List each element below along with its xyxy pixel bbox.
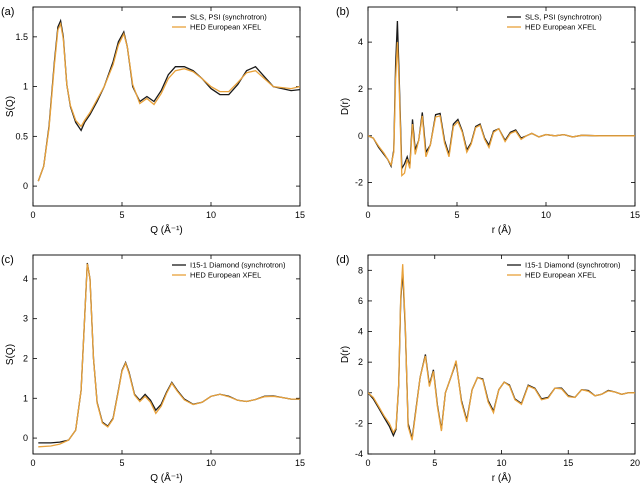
y-tick-label: 1 (23, 393, 28, 403)
y-tick-label: -2 (355, 418, 363, 428)
y-tick-label: 4 (358, 327, 363, 337)
y-tick-label: 1 (23, 82, 28, 92)
x-axis-title: Q (Å⁻¹) (150, 471, 183, 483)
y-tick-label: 0 (358, 131, 363, 141)
chart-panel: 0 5 10 15 20 -4 -2 0 2 4 6 8 r (Å) D(r) (d) I15-1 Diamo… (336, 254, 640, 483)
plot-frame (32, 254, 301, 455)
x-tick-label: 0 (365, 458, 370, 468)
panel-label: (b) (336, 6, 349, 18)
y-tick-label: 0 (23, 181, 28, 191)
x-tick-label: 0 (30, 458, 35, 468)
x-tick-label: 0 (30, 210, 35, 220)
panel-label: (c) (1, 254, 14, 266)
y-tick-label: -2 (355, 178, 363, 188)
panel-label: (d) (336, 254, 349, 266)
x-tick-label: 5 (432, 458, 437, 468)
plot-frame (367, 6, 636, 207)
y-tick-label: 0 (23, 433, 28, 443)
y-tick-label: 4 (358, 37, 363, 47)
x-tick-label: 5 (119, 458, 124, 468)
x-axis-title: r (Å) (492, 223, 511, 236)
chart-panel: 0 5 10 15 0 0.5 1 1.5 Q (Å⁻¹) S(Q) (a) SLS, PSI (sy… (1, 6, 305, 236)
x-axis-title: Q (Å⁻¹) (150, 223, 183, 236)
y-tick-label: 6 (358, 296, 363, 306)
chart-panel: 0 5 10 15 -2 0 2 4 r (Å) D(r) (b) SLS, PSI (synchro… (336, 6, 640, 236)
x-tick-label: 10 (496, 458, 506, 468)
y-axis-title: D(r) (340, 98, 351, 115)
legend-label: HED European XFEL (525, 23, 596, 32)
x-tick-label: 15 (630, 210, 640, 220)
y-tick-label: 4 (23, 274, 28, 284)
x-tick-label: 15 (563, 458, 573, 468)
y-tick-label: 2 (358, 84, 363, 94)
legend-label: I15-1 Diamond (synchrotron) (525, 261, 621, 270)
x-tick-label: 5 (454, 210, 459, 220)
y-axis-title: D(r) (340, 346, 351, 363)
y-tick-label: 8 (358, 265, 363, 275)
y-axis-title: S(Q) (5, 344, 16, 365)
series-line (368, 42, 635, 178)
x-axis-title: r (Å) (492, 471, 511, 483)
legend-label: SLS, PSI (synchrotron) (525, 13, 602, 22)
series-line (37, 21, 300, 182)
y-tick-label: 0.5 (15, 131, 28, 141)
legend-label: HED European XFEL (190, 271, 261, 280)
series-line (37, 18, 300, 182)
y-tick-label: 2 (358, 357, 363, 367)
panel-label: (a) (1, 6, 14, 18)
x-tick-label: 10 (206, 210, 216, 220)
y-tick-label: 0 (358, 388, 363, 398)
x-tick-label: 10 (206, 458, 216, 468)
legend-label: SLS, PSI (synchrotron) (190, 13, 267, 22)
x-tick-label: 0 (365, 210, 370, 220)
series-line (368, 20, 635, 171)
x-tick-label: 10 (541, 210, 551, 220)
x-tick-label: 5 (119, 210, 124, 220)
x-tick-label: 20 (630, 458, 640, 468)
chart-panel: 0 5 10 15 0 1 2 3 4 Q (Å⁻¹) S(Q) (c) I15-1 Diamond (… (1, 254, 305, 483)
series-line (38, 263, 300, 448)
legend-label: HED European XFEL (525, 271, 596, 280)
series-line (368, 264, 635, 441)
y-tick-label: 1.5 (15, 32, 28, 42)
y-tick-label: -4 (355, 449, 363, 459)
x-tick-label: 15 (295, 210, 305, 220)
legend-label: I15-1 Diamond (synchrotron) (190, 261, 286, 270)
x-tick-label: 15 (295, 458, 305, 468)
y-tick-label: 2 (23, 353, 28, 363)
plot-frame (32, 6, 301, 207)
y-tick-label: 3 (23, 314, 28, 324)
y-axis-title: S(Q) (5, 96, 16, 117)
legend-label: HED European XFEL (190, 23, 261, 32)
